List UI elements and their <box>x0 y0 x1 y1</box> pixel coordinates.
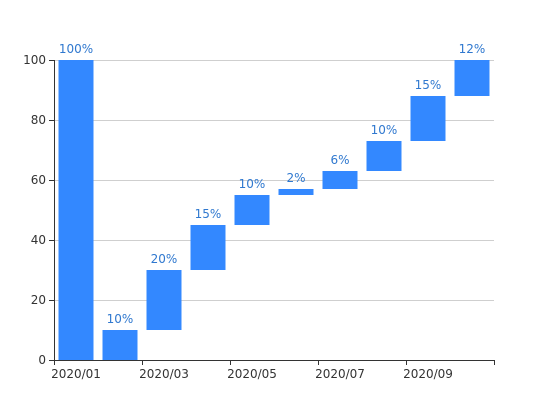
bar-2020-08 <box>366 141 402 171</box>
y-tick-label-100: 100 <box>23 53 46 67</box>
data-label-2020-08: 10% <box>371 123 398 137</box>
bar-2020-07 <box>322 171 358 189</box>
x-tick-label-2020-09: 2020/09 <box>403 367 453 381</box>
data-label-2020-05: 10% <box>239 177 266 191</box>
bar-2020-06 <box>278 189 314 195</box>
data-label-2020-07: 6% <box>330 153 349 167</box>
x-axis: 2020/01 2020/03 2020/05 2020/07 2020/09 <box>51 360 495 381</box>
bar-2020-09 <box>410 96 446 141</box>
bar-2020-02 <box>102 330 138 360</box>
data-label-2020-02: 10% <box>107 312 134 326</box>
x-tick-label-2020-03: 2020/03 <box>139 367 189 381</box>
x-tick-label-2020-01: 2020/01 <box>51 367 101 381</box>
data-label-2020-09: 15% <box>415 78 442 92</box>
bar-2020-01 <box>58 60 94 360</box>
bars <box>58 60 490 360</box>
y-axis: 0 20 40 60 80 100 <box>23 53 55 367</box>
data-label-2020-01: 100% <box>59 42 93 56</box>
data-label-2020-04: 15% <box>195 207 222 221</box>
data-labels: 100% 10% 20% 15% 10% 2% 6% 10% 15% 12% <box>59 42 485 326</box>
x-tick-label-2020-07: 2020/07 <box>315 367 365 381</box>
y-tick-label-40: 40 <box>31 233 46 247</box>
bar-2020-10 <box>454 60 490 96</box>
data-label-2020-03: 20% <box>151 252 178 266</box>
x-tick-label-2020-05: 2020/05 <box>227 367 277 381</box>
y-tick-label-20: 20 <box>31 293 46 307</box>
data-label-2020-10: 12% <box>459 42 486 56</box>
data-label-2020-06: 2% <box>286 171 305 185</box>
y-tick-label-80: 80 <box>31 113 46 127</box>
y-tick-label-0: 0 <box>38 353 46 367</box>
bar-2020-03 <box>146 270 182 330</box>
bar-2020-05 <box>234 195 270 225</box>
bar-2020-04 <box>190 225 226 270</box>
y-tick-label-60: 60 <box>31 173 46 187</box>
